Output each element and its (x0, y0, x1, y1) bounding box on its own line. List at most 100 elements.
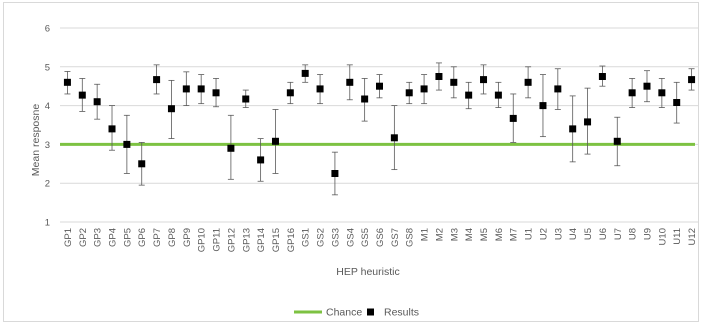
x-tick-label: M3 (449, 228, 460, 241)
result-marker (658, 89, 666, 97)
y-tick-label: 1 (45, 218, 50, 229)
result-marker (509, 114, 517, 122)
gridlines (60, 27, 699, 223)
data-point-u11 (673, 81, 681, 124)
x-tick-label: M7 (509, 228, 520, 241)
data-point-gp4 (108, 105, 116, 151)
x-tick-label: GP2 (78, 228, 89, 247)
data-point-gp2 (78, 78, 86, 112)
y-tick-label: 5 (45, 62, 50, 73)
result-marker (212, 89, 220, 97)
x-tick-label: GS8 (405, 228, 416, 247)
data-point-gp11 (212, 78, 220, 108)
x-tick-label: M2 (434, 228, 445, 241)
data-point-m3 (450, 66, 458, 99)
data-point-gp14 (257, 138, 265, 182)
x-tick-label: U8 (628, 228, 639, 240)
data-point-gs3 (331, 151, 339, 196)
x-tick-label: GP7 (152, 228, 163, 247)
legend-chance-label: Chance (326, 307, 362, 319)
result-marker (167, 105, 175, 113)
x-tick-label: U12 (687, 228, 698, 245)
result-marker (524, 78, 532, 86)
data-point-gs2 (316, 74, 324, 105)
x-tick-label: GP12 (226, 228, 237, 252)
x-tick-label: GS1 (301, 228, 312, 247)
result-marker (598, 73, 606, 80)
x-tick-label: GP1 (63, 228, 74, 247)
x-tick-label: GP10 (197, 228, 208, 252)
x-tick-label: U6 (598, 228, 609, 240)
data-point-gp16 (286, 81, 294, 105)
x-tick-label: GP16 (286, 228, 297, 252)
x-tick-label: GP3 (93, 228, 104, 247)
y-tick-label: 2 (45, 179, 50, 190)
x-tick-label: U4 (568, 228, 579, 240)
x-tick-label: GS4 (345, 228, 356, 247)
result-marker (554, 85, 562, 93)
x-tick-label: GP11 (212, 228, 223, 252)
result-marker (346, 78, 354, 86)
x-tick-label: U7 (613, 228, 624, 240)
data-point-gs4 (346, 64, 354, 101)
data-point-u8 (628, 78, 636, 108)
result-marker (643, 82, 651, 90)
x-tick-label: GP8 (167, 228, 178, 247)
result-marker (420, 85, 428, 93)
legend-results-label: Results (384, 307, 419, 319)
result-marker (539, 102, 547, 110)
result-marker (271, 137, 279, 145)
data-point-m4 (465, 81, 473, 110)
x-tick-label: GS3 (330, 228, 341, 247)
x-tick-label: GS5 (360, 228, 371, 247)
x-tick-label: U3 (553, 228, 564, 240)
x-tick-label: GP9 (182, 228, 193, 247)
result-marker (405, 89, 413, 97)
result-marker (673, 98, 681, 106)
data-point-u10 (658, 78, 666, 108)
result-marker (227, 144, 235, 152)
data-point-u12 (688, 68, 696, 91)
result-marker (569, 125, 577, 133)
result-marker (450, 78, 458, 86)
result-marker (257, 156, 265, 164)
result-marker (376, 82, 383, 90)
x-tick-label: GS7 (390, 228, 401, 247)
x-tick-label: GS6 (375, 228, 386, 247)
data-point-gs6 (376, 74, 383, 99)
result-marker (316, 85, 324, 93)
result-marker (108, 125, 116, 133)
result-marker (138, 160, 146, 168)
result-marker (123, 140, 131, 148)
legend-results-swatch (367, 308, 374, 316)
data-point-u9 (643, 70, 651, 103)
data-point-u4 (569, 95, 577, 163)
result-marker (93, 98, 101, 106)
legend: Chance Results (294, 307, 419, 319)
result-marker (197, 85, 205, 93)
result-marker (63, 78, 71, 86)
x-tick-label: GP14 (256, 228, 267, 252)
x-axis-title: HEP heuristic (336, 266, 399, 278)
data-point-u6 (598, 65, 606, 87)
y-tick-label: 3 (45, 140, 50, 151)
data-point-gs8 (405, 81, 413, 105)
chart-area (3, 2, 699, 322)
x-tick-label: U2 (538, 228, 549, 240)
result-marker (494, 91, 502, 99)
y-axis-ticks: 1 2 3 4 5 6 (45, 24, 50, 229)
x-tick-label: U11 (672, 228, 683, 245)
result-marker (390, 134, 398, 142)
y-tick-label: 4 (45, 101, 50, 112)
result-marker (182, 85, 190, 93)
data-point-gs7 (390, 105, 398, 171)
x-tick-label: M1 (420, 228, 431, 241)
data-point-m1 (420, 74, 428, 105)
result-marker (584, 118, 592, 126)
data-point-gp15 (271, 109, 279, 174)
data-point-gp13 (242, 89, 250, 108)
result-marker (331, 170, 339, 177)
result-marker (301, 69, 309, 77)
x-tick-label: U10 (657, 228, 668, 245)
result-marker (480, 76, 488, 84)
